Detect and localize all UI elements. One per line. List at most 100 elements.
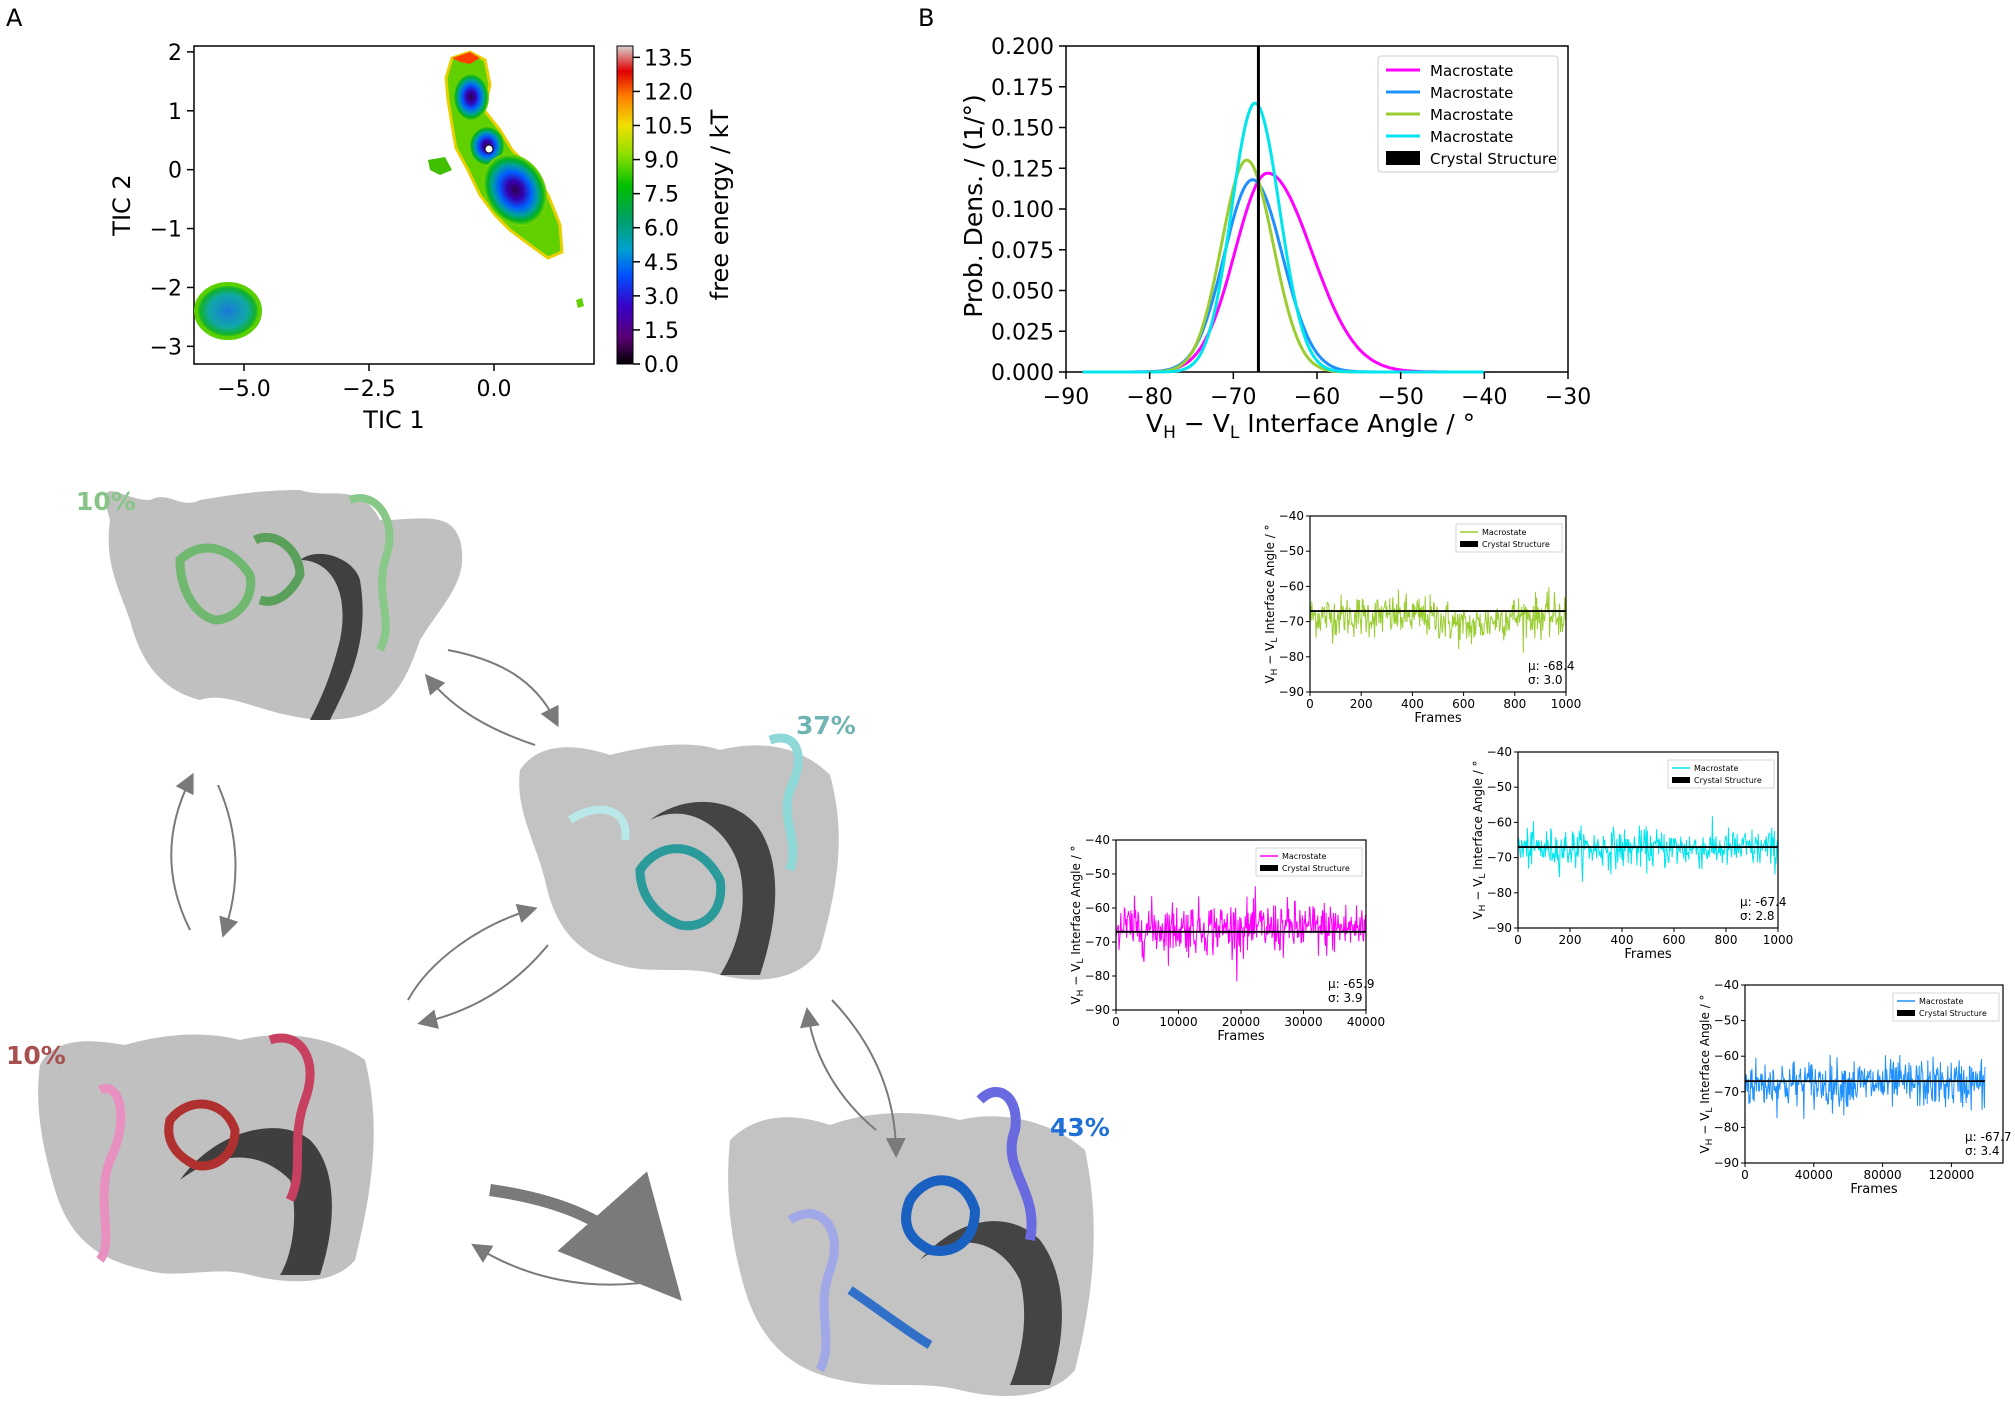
- ts-xtick-label: 40000: [1347, 1015, 1385, 1029]
- ts-stat-sd: σ: 3.9: [1328, 991, 1363, 1005]
- protein-green-gray-body: [105, 490, 463, 720]
- ts-xtick-label: 800: [1715, 933, 1738, 947]
- density-ytick-label: 0.125: [991, 157, 1054, 182]
- density-legend-box: [1377, 55, 1559, 173]
- timeseries-ts_blue: 0 40000 80000 120000 −40 −50 −60 −70 −80 −90 Frame…: [1698, 978, 2012, 1197]
- ts-legend-box: [1255, 847, 1363, 877]
- protein-red-loop-2: [268, 1033, 315, 1203]
- timeseries-charts: 0 200 400 600 800 1000 −40 −50 −60 −70 −80 −90 Frame…: [1069, 509, 2012, 1197]
- fe-cbtick-label: 6.0: [644, 217, 679, 242]
- ts-xlabel: Frames: [1624, 947, 1672, 962]
- density-ytick-label: 0.175: [991, 76, 1054, 101]
- ts-ytick-label: −40: [1279, 509, 1304, 523]
- ts-legend-swatch: [1260, 865, 1278, 871]
- ts-ytick-label: −90: [1279, 685, 1304, 699]
- fe-basin-main-outer-ridge: [452, 52, 480, 64]
- fe-ytick-label: 0: [168, 159, 182, 184]
- protein-blue-loop-1: [901, 1175, 981, 1256]
- density-legend-label: Macrostate: [1430, 128, 1513, 146]
- arrow-red-to-cyan: [407, 903, 538, 1001]
- density-xlabel: VH − VL Interface Angle / °: [1146, 409, 1475, 443]
- fe-cbtick-label: 0.0: [644, 353, 679, 378]
- ts-xtick-label: 120000: [1928, 1168, 1974, 1182]
- ts-stat-sd: σ: 3.4: [1965, 1144, 2000, 1158]
- ts-ylabel: VH − VL Interface Angle / °: [1698, 994, 1715, 1153]
- fe-cbtick-label: 1.5: [644, 319, 679, 344]
- ts-ylabel: VH − VL Interface Angle / °: [1263, 524, 1280, 683]
- ts-ytick-label: −60: [1714, 1049, 1739, 1063]
- fe-cbtick-label: 9.0: [644, 149, 679, 174]
- ts-xtick-label: 80000: [1864, 1168, 1902, 1182]
- ts-legend-swatch: [1897, 1010, 1915, 1016]
- fe-cbtick-label: 10.5: [644, 115, 693, 140]
- fe-map-frame: [193, 45, 595, 365]
- ts-xtick-label: 10000: [1159, 1015, 1197, 1029]
- fe-fragment-right: [576, 298, 584, 308]
- fe-fragment-left: [428, 157, 452, 175]
- ts-ylabel: VH − VL Interface Angle / °: [1471, 760, 1488, 919]
- panel-label-a: A: [6, 4, 23, 32]
- ts-ytick-label: −70: [1085, 935, 1110, 949]
- ts-xtick-label: 0: [1306, 697, 1314, 711]
- density-ytick-label: 0.150: [991, 117, 1054, 142]
- fe-cbtick-label: 3.0: [644, 285, 679, 310]
- density-xtick-label: −90: [1043, 385, 1089, 410]
- ts-ytick-label: −90: [1487, 921, 1512, 935]
- ts-legend-swatch: [1460, 541, 1478, 547]
- ts-legend-label: Macrostate: [1482, 528, 1527, 537]
- timeseries-ts_cyan: 0 200 400 600 800 1000 −40 −50 −60 −70 −80 −90 Frame…: [1471, 745, 1793, 962]
- density-xlabel-sub-l: L: [1230, 423, 1240, 443]
- free-energy-map: −5.0 −2.5 0.0 −3 −2 −1 0 1 2 TIC 1 TIC 2 0.0 1.5…: [108, 41, 734, 434]
- ts-xtick-label: 0: [1112, 1015, 1120, 1029]
- ts-xtick-label: 600: [1663, 933, 1686, 947]
- ts-ytick-label: −50: [1279, 544, 1304, 558]
- density-yticks: 0.000 0.025 0.050 0.075 0.100 0.125 0.150 0.175…: [991, 35, 1066, 386]
- ts-ytick-label: −80: [1714, 1120, 1739, 1134]
- density-xtick-label: −40: [1461, 385, 1507, 410]
- ts-xtick-label: 800: [1503, 697, 1526, 711]
- ts-ylabel: VH − VL Interface Angle / °: [1069, 845, 1086, 1004]
- arrow-green-to-cyan: [447, 649, 559, 728]
- fe-basin-small: [194, 282, 262, 340]
- ts-xtick-label: 200: [1559, 933, 1582, 947]
- fe-xtick-label: −5.0: [217, 377, 270, 402]
- protein-green-dark-sheet: [300, 553, 363, 720]
- fe-cbtick-label: 13.5: [644, 46, 693, 71]
- fe-ytick-label: 2: [168, 41, 182, 66]
- protein-blue-loop-2: [976, 1087, 1037, 1241]
- density-legend-label: Crystal Structure: [1430, 150, 1557, 168]
- fe-xticks: −5.0 −2.5 0.0: [217, 364, 512, 402]
- ts-ytick-label: −70: [1714, 1085, 1739, 1099]
- fe-basin-upper: [453, 73, 489, 121]
- ts-signal: [1309, 587, 1567, 653]
- density-xtick-label: −60: [1294, 385, 1340, 410]
- arrow-green-to-red: [217, 784, 239, 938]
- ts-ytick-label: −40: [1714, 978, 1739, 992]
- fe-basins: [194, 50, 584, 340]
- population-blue: 43%: [1050, 1113, 1110, 1142]
- protein-red: [38, 1033, 374, 1282]
- protein-blue: [728, 1087, 1094, 1396]
- density-legend: Macrostate Macrostate Macrostate Macrostate…: [1377, 55, 1559, 173]
- ts-legend-label: Macrostate: [1694, 764, 1739, 773]
- fe-ytick-label: 1: [168, 100, 182, 125]
- density-legend-label: Macrostate: [1430, 84, 1513, 102]
- density-chart: −90 −80 −70 −60 −50 −40 −30 0.0000.0250.0500.0…: [959, 35, 1591, 443]
- ts-ytick-label: −70: [1279, 615, 1304, 629]
- ts-stat-mean: μ: -67.7: [1965, 1130, 2012, 1144]
- ts-frame: [1744, 984, 2004, 1164]
- arrow-blue-to-cyan: [799, 1007, 877, 1131]
- ts-ytick-label: −80: [1085, 969, 1110, 983]
- timeseries-ts_magenta: 0 10000 20000 30000 40000 −40 −50 −60 −70 −80 −90 F…: [1069, 833, 1385, 1044]
- density-ytick-label: 0.025: [991, 320, 1054, 345]
- density-ylabel: Prob. Dens. / (1/°): [959, 94, 988, 318]
- fe-cbtick-label: 7.5: [644, 183, 679, 208]
- density-xtick-label: −70: [1210, 385, 1256, 410]
- arrow-red-to-green: [170, 772, 194, 931]
- ts-ytick-label: −40: [1085, 833, 1110, 847]
- ts-legend-box: [1667, 759, 1775, 789]
- ts-ytick-label: −70: [1487, 851, 1512, 865]
- protein-cyan-loop-1: [635, 844, 726, 931]
- fe-colorbar: [616, 45, 634, 365]
